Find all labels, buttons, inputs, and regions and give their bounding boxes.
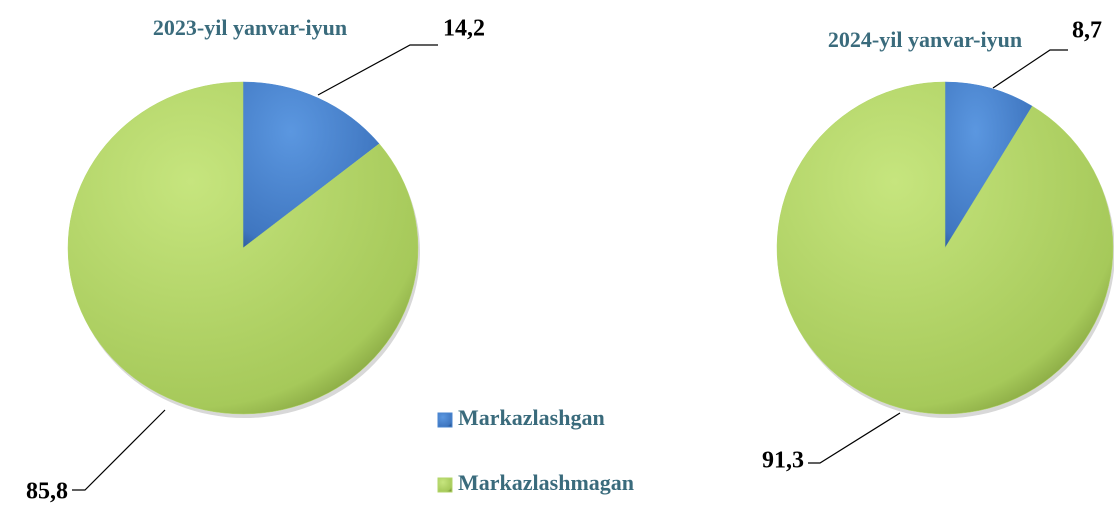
pie-slice [776,81,1114,415]
data-label: 91,3 [762,448,804,474]
data-label: 8,7 [1072,18,1102,44]
data-label: 85,8 [26,479,68,505]
legend-swatch [437,412,453,428]
pie-slice [242,81,380,249]
legend-label: Markazlashgan [458,405,605,430]
chart-title: 2024-yil yanvar-iyun [828,27,1022,52]
leader-line [992,49,1068,89]
leader-line [808,412,901,464]
leader-line [72,409,166,491]
legend-swatch [437,477,453,493]
data-label: 14,2 [443,16,485,42]
leader-line [317,44,438,96]
pie-slice [944,81,1033,249]
legend-label: Markazlashmagan [458,470,634,495]
chart-title: 2023-yil yanvar-iyun [153,15,347,40]
pie-slice [67,81,419,415]
